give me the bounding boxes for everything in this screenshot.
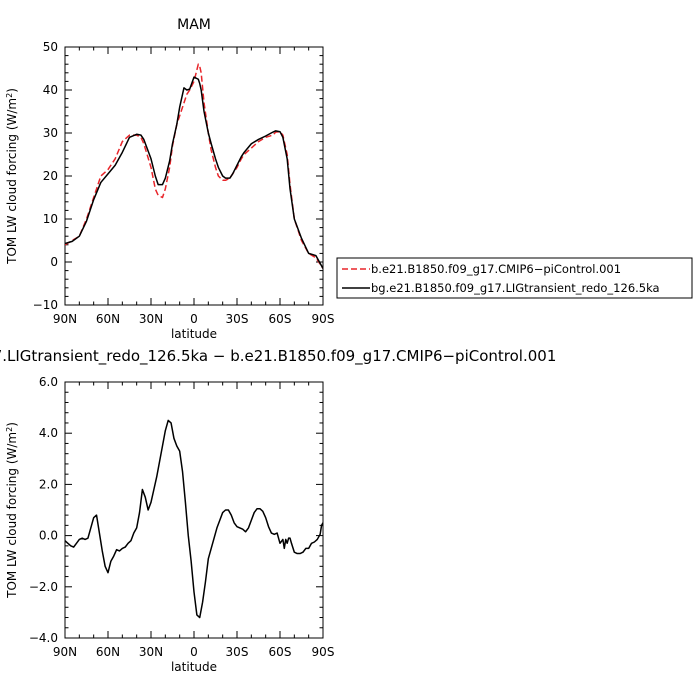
y-tick-label: 20 [43, 169, 58, 183]
chart-panel-1: −10 0 10 20 30 40 50 90N 60N 30N 0 30S 60S 90S latitud… [5, 17, 693, 341]
x-tick-label: 60S [269, 312, 292, 326]
y-tick-label: −10 [33, 298, 58, 312]
series-line-picontrol [65, 63, 323, 269]
x-axis-label: latitude [171, 327, 217, 341]
legend-label: b.e21.B1850.f09_g17.CMIP6−piControl.001 [371, 262, 621, 276]
y-tick-label: −4.0 [29, 631, 58, 645]
chart-panel-2: −4.0 −2.0 0.0 2.0 4.0 6.0 90N 60N 30N 0 30S 60S 90S l… [0, 347, 556, 674]
y-tick-label: 4.0 [39, 426, 58, 440]
plot-frame [64, 46, 324, 306]
series-group [65, 63, 323, 269]
difference-series-line [65, 419, 323, 619]
legend-box [336, 257, 693, 299]
x-tick-label: 60N [96, 645, 120, 659]
x-tick-label: 90S [312, 645, 335, 659]
x-tick-label: 60S [269, 645, 292, 659]
x-tick-label: 0 [190, 312, 198, 326]
x-axis-label: latitude [171, 660, 217, 674]
y-tick-label: 0 [50, 255, 58, 269]
y-tick-label: 40 [43, 83, 58, 97]
chart-title: MAM [177, 17, 211, 33]
y-axis-label: TOM LW cloud forcing (W/m2) [5, 422, 20, 599]
y-tick-label: 50 [43, 40, 58, 54]
plot-frame [64, 381, 324, 639]
x-tick-label: 90S [312, 312, 335, 326]
series-group [65, 419, 323, 619]
chart-title: bg.e21.B1850.f09_g17.LIGtransient_redo_1… [0, 347, 556, 366]
x-tick-label: 90N [53, 312, 77, 326]
legend: b.e21.B1850.f09_g17.CMIP6−piControl.001b… [336, 257, 693, 299]
x-tick-label: 30S [226, 645, 249, 659]
series-line-ligtransient [65, 76, 323, 269]
y-axis-label: TOM LW cloud forcing (W/m2) [5, 88, 20, 265]
y-tick-label: 6.0 [39, 375, 58, 389]
x-tick-label: 30N [139, 312, 163, 326]
y-tick-label: 10 [43, 212, 58, 226]
x-tick-label: 60N [96, 312, 120, 326]
y-tick-label: 0.0 [39, 529, 58, 543]
y-tick-label: 2.0 [39, 477, 58, 491]
x-tick-label: 30S [226, 312, 249, 326]
x-tick-label: 90N [53, 645, 77, 659]
x-tick-label: 30N [139, 645, 163, 659]
legend-label: bg.e21.B1850.f09_g17.LIGtransient_redo_1… [371, 281, 660, 295]
x-tick-label: 0 [190, 645, 198, 659]
y-tick-label: 30 [43, 126, 58, 140]
y-tick-label: −2.0 [29, 580, 58, 594]
